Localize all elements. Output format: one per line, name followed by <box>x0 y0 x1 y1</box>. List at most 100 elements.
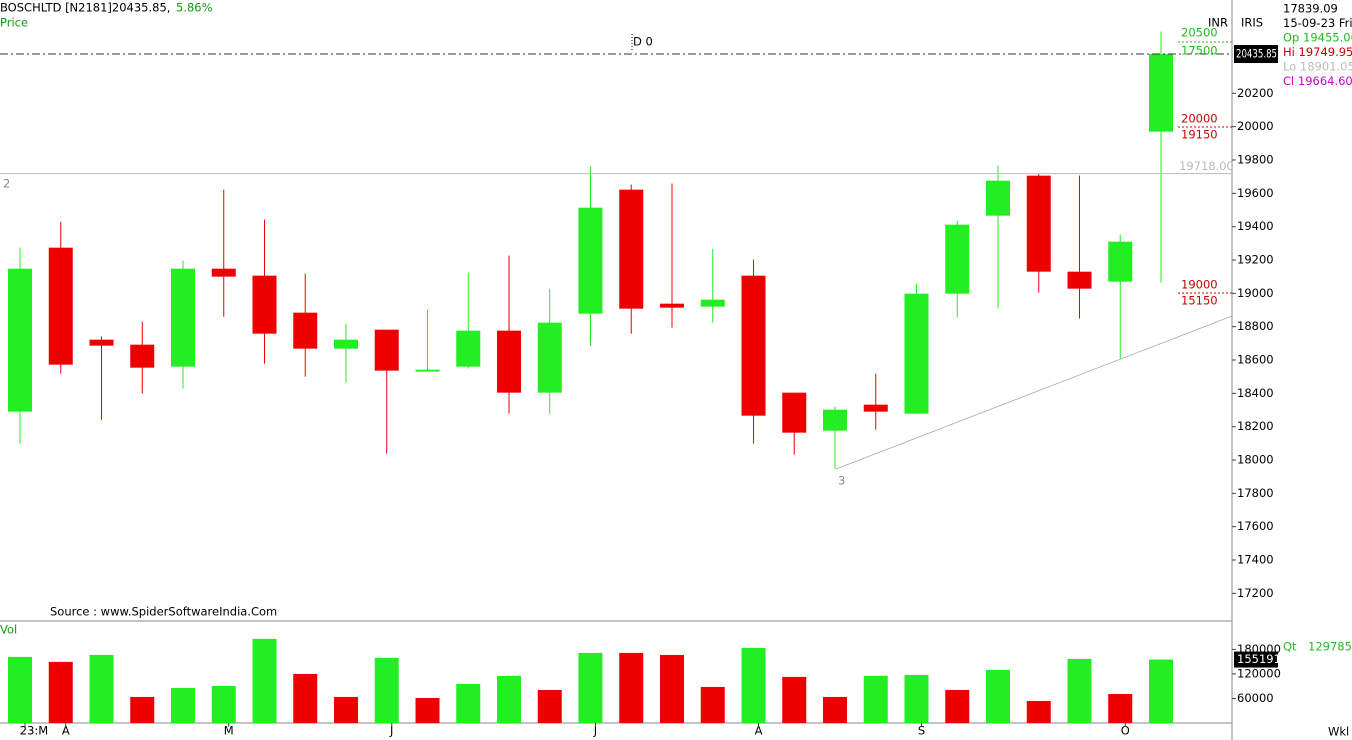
candle-body <box>130 344 155 368</box>
candle-body <box>823 409 847 431</box>
volume-bar <box>456 683 481 723</box>
qt-label: Qt <box>1283 640 1297 654</box>
indicator: IRIS <box>1241 16 1263 30</box>
volume-bar <box>660 654 684 723</box>
y-tick-label: 18800 <box>1237 319 1274 333</box>
x-tick-label: J <box>593 724 597 738</box>
candle-body <box>334 339 358 349</box>
x-tick-label: O <box>1121 724 1130 738</box>
y-tick-label: 19400 <box>1237 219 1274 233</box>
candle-body <box>48 247 73 365</box>
candle-body <box>537 322 562 393</box>
volume-bar <box>1149 659 1173 723</box>
y-tick-label: 18000 <box>1237 453 1274 467</box>
last-volume-label: 155191 <box>1237 652 1281 666</box>
candle-body <box>782 392 807 433</box>
volume-bar <box>415 697 440 723</box>
candle-body <box>374 329 399 371</box>
annotation: 17500 <box>1181 44 1218 58</box>
volume-bar <box>334 696 358 723</box>
last-price-label: 20435.85 <box>1236 47 1277 61</box>
level-label: 19718.00 <box>1179 159 1234 173</box>
candle-body <box>1067 271 1092 289</box>
x-tick-label: A <box>755 724 763 738</box>
volume-bar <box>537 689 562 723</box>
info-line: Cl 19664.60 <box>1283 74 1352 88</box>
chart-title: BOSCHLTD [N2181]20435.85, <box>0 1 170 15</box>
volume-bar <box>986 669 1010 723</box>
volume-bar <box>619 652 644 723</box>
y-tick-label: 19600 <box>1237 186 1274 200</box>
info-line: Lo 18901.05 <box>1283 60 1352 74</box>
y-tick-label: 20000 <box>1237 119 1274 133</box>
last-volume-box <box>1234 651 1278 668</box>
volume-bar <box>863 675 888 723</box>
candle-body <box>986 180 1010 216</box>
y-tick-label: 19200 <box>1237 253 1274 267</box>
annotation: 2 <box>3 177 10 191</box>
volume-bar <box>1108 693 1133 723</box>
y-tick-label: 18200 <box>1237 419 1274 433</box>
last-price-box <box>1234 45 1278 64</box>
volume-bar <box>823 696 847 723</box>
y-tick-label: 17400 <box>1237 553 1274 567</box>
candle-body <box>863 404 888 412</box>
volume-bar <box>252 638 277 723</box>
volume-title: Vol <box>0 623 17 637</box>
info-line: Op 19455.00 <box>1283 31 1352 45</box>
candle-body <box>211 268 236 277</box>
candle-body <box>456 330 481 367</box>
info-line: 15-09-23 Fri <box>1283 16 1352 30</box>
volume-bar <box>700 686 725 723</box>
candle-body <box>619 189 644 309</box>
candle-body <box>700 299 725 307</box>
volume-bar <box>211 685 236 723</box>
candle-body <box>252 275 277 334</box>
volume-bar <box>945 689 970 723</box>
volume-bar <box>782 676 807 723</box>
volume-bar <box>130 696 155 723</box>
source: Source : www.SpiderSoftwareIndia.Com <box>50 605 277 619</box>
volume-bar <box>741 647 766 723</box>
candle-body <box>741 275 766 416</box>
change: 5.86% <box>176 1 213 15</box>
y-tick-label: 18400 <box>1237 386 1274 400</box>
annotation: 19150 <box>1181 128 1218 142</box>
candle-body <box>578 207 603 314</box>
candle-body <box>8 268 32 412</box>
x-tick-label: A <box>62 724 70 738</box>
volume-bar <box>48 661 73 723</box>
candle-body <box>415 369 440 372</box>
currency: INR <box>1208 16 1228 30</box>
volume-bar <box>904 674 929 723</box>
volume-bar <box>497 675 521 723</box>
x-tick-label: S <box>918 724 925 738</box>
info-line: 17839.09 <box>1283 2 1338 16</box>
volume-bar <box>89 654 114 723</box>
y-tick-label: 17800 <box>1237 486 1274 500</box>
annotation: 15150 <box>1181 294 1218 308</box>
annotation: 3 <box>838 474 845 488</box>
info-line: Hi 19749.95 <box>1283 45 1352 59</box>
candle-body <box>497 330 521 393</box>
y-tick-label: 19000 <box>1237 286 1274 300</box>
y-tick-label: 20200 <box>1237 86 1274 100</box>
candle-body <box>293 312 318 349</box>
annotation: 20500 <box>1181 26 1218 40</box>
y-tick-label: 17200 <box>1237 586 1274 600</box>
y-tick-label: 60000 <box>1237 691 1274 705</box>
y-tick-label: 17600 <box>1237 519 1274 533</box>
candle-body <box>1026 175 1051 272</box>
y-tick-label: 18600 <box>1237 353 1274 367</box>
candle-body <box>171 268 195 367</box>
x-tick-label: 23:M <box>20 724 48 738</box>
volume-bar <box>1067 658 1092 723</box>
volume-bar <box>293 673 318 723</box>
volume-bar <box>8 656 32 723</box>
candle-body <box>89 339 114 346</box>
trend-line <box>835 315 1233 470</box>
volume-bar <box>578 652 603 723</box>
